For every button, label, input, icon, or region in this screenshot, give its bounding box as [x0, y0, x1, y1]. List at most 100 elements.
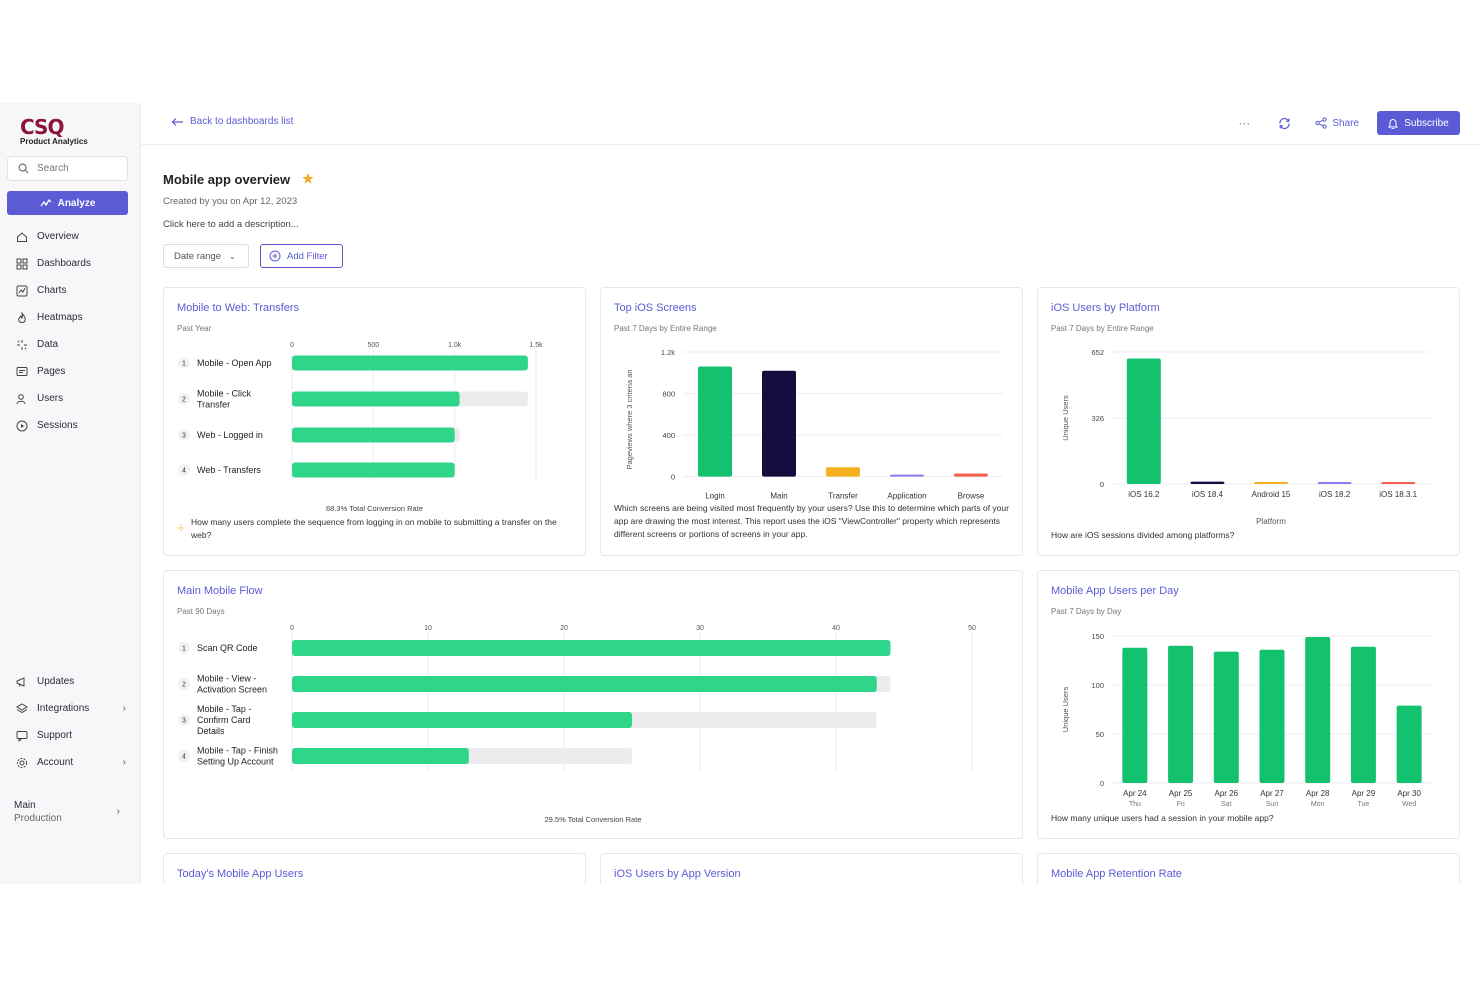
bar — [1254, 482, 1288, 484]
chat-icon — [16, 730, 28, 742]
bar — [1190, 481, 1225, 484]
card-title[interactable]: Today's Mobile App Users — [177, 868, 304, 880]
share-icon — [1315, 117, 1327, 129]
card-description: How many unique users had a session in y… — [1051, 813, 1274, 823]
bar — [1168, 645, 1194, 783]
funnel-bar — [292, 462, 455, 478]
step-number: 1 — [182, 361, 186, 368]
sidebar-item-heatmaps[interactable]: Heatmaps — [16, 304, 126, 331]
x-tick-label: 0 — [290, 342, 294, 349]
add-filter-button[interactable]: Add Filter — [260, 244, 343, 268]
back-to-dashboards-link[interactable]: Back to dashboards list — [171, 116, 293, 127]
step-badge — [178, 714, 190, 726]
refresh-icon[interactable] — [1278, 117, 1291, 130]
top-actions: ··· Share Subscribe — [1238, 111, 1460, 135]
date-range-select[interactable]: Date range ⌄ — [163, 244, 249, 268]
funnel-bar — [292, 640, 891, 656]
step-label: Web - Logged in — [197, 430, 263, 440]
step-label: Activation Screen — [197, 685, 267, 695]
bar — [890, 474, 924, 477]
sidebar-item-support[interactable]: Support — [16, 722, 126, 749]
sidebar-item-integrations[interactable]: Integrations › — [16, 695, 126, 722]
sidebar-item-account[interactable]: Account › — [16, 749, 126, 776]
x-tick-label: Apr 27 — [1260, 789, 1284, 798]
bar — [826, 467, 860, 477]
y-tick-label: 100 — [1091, 681, 1104, 690]
y-tick-label: 150 — [1091, 632, 1104, 641]
sidebar-item-users[interactable]: Users — [16, 385, 126, 412]
bar — [1317, 482, 1352, 484]
card-description: Which screens are being visited most fre… — [614, 503, 1009, 539]
bar — [1396, 705, 1422, 783]
step-badge — [178, 750, 190, 762]
sidebar-item-sessions[interactable]: Sessions — [16, 412, 126, 439]
x-axis-label: Platform — [1256, 517, 1286, 525]
conversion-rate: 68.3% Total Conversion Rate — [325, 504, 423, 513]
environment-switcher[interactable]: Main Production › — [14, 800, 120, 824]
funnel-bar — [292, 427, 455, 443]
users-per-day-bar-chart: 150 100 50 0 Apr 24 Thu Apr 25 Fri Apr 26 Sat Apr … — [1061, 632, 1432, 808]
x-tick-label: iOS 18.4 — [1192, 490, 1224, 499]
card-description: How many users complete the sequence fro… — [191, 517, 557, 540]
y-tick-label: 0 — [1100, 480, 1104, 489]
bar — [1122, 647, 1148, 783]
sidebar-item-dashboards[interactable]: Dashboards — [16, 250, 126, 277]
sidebar-item-pages[interactable]: Pages — [16, 358, 126, 385]
step-label: Scan QR Code — [197, 643, 258, 653]
sidebar-item-charts[interactable]: Charts — [16, 277, 126, 304]
card-title[interactable]: iOS Users by Platform — [1051, 302, 1160, 314]
step-label: Mobile - Tap - — [197, 704, 251, 714]
card-title[interactable]: Mobile to Web: Transfers — [177, 302, 300, 314]
x-tick-label: 1.5k — [529, 342, 543, 349]
funnel-bar — [292, 676, 877, 692]
funnel-bar — [292, 355, 528, 371]
step-number: 3 — [182, 718, 186, 725]
main-flow-funnel-chart: 0 10 20 30 40 50 1 Scan QR Code 2 Mobile - View -… — [178, 625, 976, 771]
dashboard-title[interactable]: Mobile app overview — [163, 171, 291, 187]
card-subtitle: Past 7 Days by Entire Range — [1051, 324, 1154, 333]
sidebar-item-overview[interactable]: Overview — [16, 223, 126, 250]
card-title[interactable]: Mobile App Retention Rate — [1051, 868, 1182, 880]
sidebar-item-data[interactable]: Data — [16, 331, 126, 358]
x-tick-label: iOS 18.3.1 — [1379, 490, 1417, 499]
sidebar-item-updates[interactable]: Updates — [16, 668, 126, 695]
subscribe-button[interactable]: Subscribe — [1377, 111, 1460, 135]
share-button[interactable]: Share — [1315, 117, 1359, 129]
x-tick-label: Apr 24 — [1123, 789, 1147, 798]
card-title[interactable]: iOS Users by App Version — [614, 868, 741, 880]
card-title[interactable]: Top iOS Screens — [614, 302, 697, 314]
x-tick-label: iOS 18.2 — [1319, 490, 1351, 499]
y-tick-label: 652 — [1091, 348, 1104, 357]
step-badge — [178, 464, 190, 476]
platform-bar-chart: 652 326 0 iOS 16.2 iOS 18.4 Android 15 iOS 18.… — [1061, 348, 1430, 525]
bar — [762, 370, 796, 477]
card-description: How are iOS sessions divided among platf… — [1051, 530, 1235, 540]
card-subtitle: Past 7 Days by Day — [1051, 607, 1122, 616]
card-title[interactable]: Mobile App Users per Day — [1051, 585, 1179, 597]
weekday-label: Sun — [1266, 801, 1279, 808]
analyze-button[interactable]: Analyze — [7, 191, 128, 215]
logo-mark: CSQ — [20, 115, 64, 139]
subscribe-label: Subscribe — [1404, 117, 1449, 129]
card-mobile-to-web-transfers: Mobile to Web: Transfers Past Year 0 500 1… — [163, 287, 586, 556]
description-field[interactable]: Click here to add a description... — [163, 219, 299, 230]
logo[interactable]: CSQ Product Analytics — [20, 115, 88, 146]
chevron-right-icon: › — [116, 806, 120, 817]
sidebar-item-label: Updates — [37, 676, 75, 687]
add-filter-label: Add Filter — [287, 250, 328, 262]
x-tick-label: 1.0k — [448, 342, 462, 349]
funnel-bar — [292, 712, 632, 728]
star-icon[interactable]: ★ — [302, 171, 314, 186]
weekday-label: Sat — [1221, 801, 1232, 808]
environment-sub: Production — [14, 813, 62, 824]
weekday-label: Fri — [1176, 801, 1185, 808]
share-label: Share — [1332, 117, 1359, 129]
x-tick-label: 10 — [424, 625, 432, 632]
more-options-button[interactable]: ··· — [1238, 116, 1251, 130]
step-label: Mobile - Open App — [197, 358, 272, 368]
search-input[interactable]: Search — [7, 156, 128, 181]
chevron-down-icon: ⌄ — [229, 251, 236, 261]
card-title[interactable]: Main Mobile Flow — [177, 585, 263, 597]
chevron-right-icon: › — [122, 757, 126, 768]
x-tick-label: 30 — [696, 625, 704, 632]
